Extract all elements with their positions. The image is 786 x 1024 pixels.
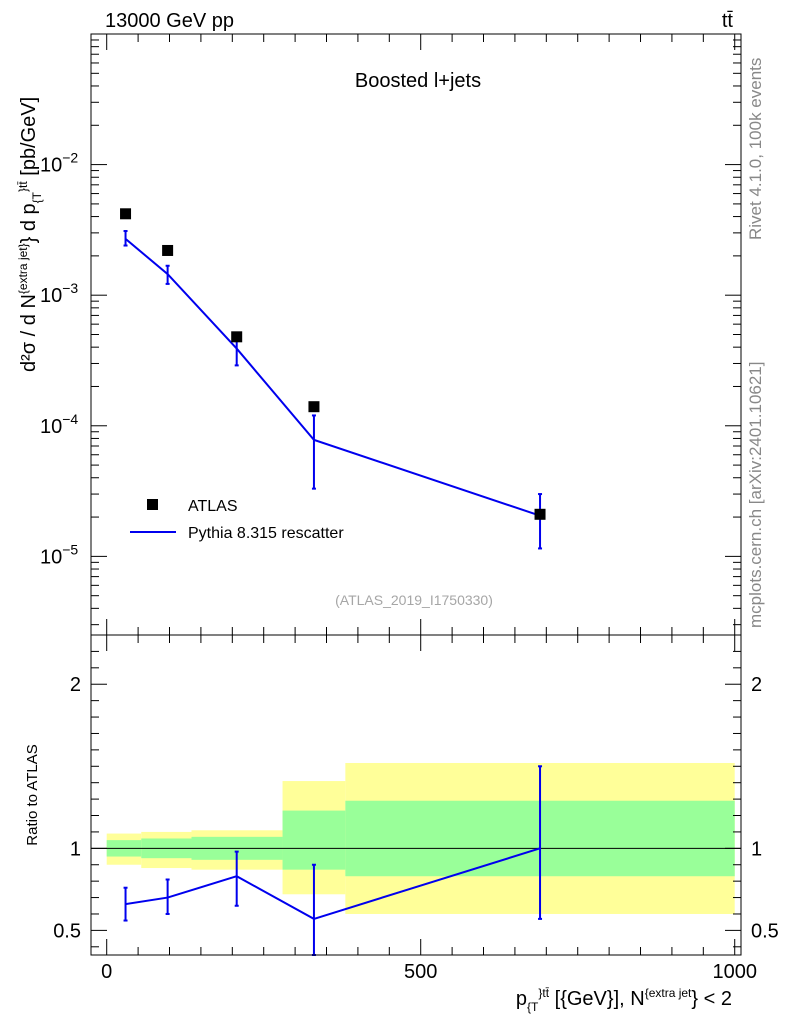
legend: ATLAS Pythia 8.315 rescatter xyxy=(130,498,344,542)
main-panel: 10−510−410−310−2 xyxy=(40,33,742,636)
ratio-ytick-label-right: 2 xyxy=(751,674,762,696)
main-ytick-mantissa: 10 xyxy=(40,416,62,438)
ylabel-n-sup: {extra jet} xyxy=(16,243,30,294)
ylabel-pt-sup: }tt̄ xyxy=(16,181,30,192)
main-y-axis-label: d²σ / d N{extra jet}} d p{T}tt̄ [pb/GeV] xyxy=(16,97,44,372)
main-ytick-exponent: −4 xyxy=(62,411,78,427)
ratio-xtick-label: 500 xyxy=(404,961,437,983)
ratio-frame xyxy=(90,634,742,956)
atlas-data-point xyxy=(162,244,174,256)
main-ytick-label: 10−2 xyxy=(40,150,78,177)
main-ytick-exponent: −3 xyxy=(62,280,78,296)
xlabel-sub: {T xyxy=(527,1000,539,1014)
main-ytick-label: 10−5 xyxy=(40,541,78,568)
process-label: tt̄ xyxy=(722,10,734,32)
xlabel-unit: [{GeV}], N xyxy=(549,988,645,1010)
analysis-id: (ATLAS_2019_I1750330) xyxy=(335,592,493,608)
main-title: Boosted l+jets xyxy=(355,70,481,92)
rivet-note: Rivet 4.1.0, 100k events xyxy=(746,58,765,240)
ratio-y-axis-label: Ratio to ATLAS xyxy=(24,744,41,845)
xlabel-tail: } < 2 xyxy=(691,988,732,1010)
ylabel-brace: } d p xyxy=(18,203,40,243)
legend-marker-atlas xyxy=(147,499,158,510)
ratio-xtick-label: 0 xyxy=(101,961,112,983)
ratio-ytick-label: 1 xyxy=(70,838,81,860)
ratio-ytick-label-right: 0.5 xyxy=(751,920,779,942)
ratio-panel: 0.5 0.5 1 1 2 2 0 500 1000 xyxy=(53,634,779,983)
energy-label: 13000 GeV pp xyxy=(105,10,234,32)
main-ytick-mantissa: 10 xyxy=(40,546,62,568)
ratio-xtick-label: 1000 xyxy=(712,961,757,983)
main-ytick-mantissa: 10 xyxy=(40,155,62,177)
ratio-ytick-label: 2 xyxy=(70,674,81,696)
atlas-data-point xyxy=(534,508,546,520)
main-ytick-exponent: −5 xyxy=(62,541,78,557)
xlabel-sup: }tt̄ xyxy=(538,986,549,1000)
atlas-data-point xyxy=(308,401,320,413)
main-ytick-label: 10−4 xyxy=(40,411,78,438)
uncertainty-band-green xyxy=(282,810,346,870)
ylabel-d2sigma: d²σ / d N xyxy=(18,294,40,372)
legend-label-pythia: Pythia 8.315 rescatter xyxy=(188,525,344,542)
ylabel-pt-sub: {T xyxy=(30,191,44,203)
main-frame xyxy=(90,33,742,636)
mcplots-note: mcplots.cern.ch [arXiv:2401.10621] xyxy=(746,362,765,628)
ratio-ytick-label: 0.5 xyxy=(53,920,81,942)
main-ytick-label: 10−3 xyxy=(40,280,78,307)
xlabel-p: p xyxy=(516,988,527,1010)
ratio-ytick-label-right: 1 xyxy=(751,838,762,860)
pythia-line xyxy=(124,238,541,517)
atlas-data-point xyxy=(231,331,243,343)
legend-label-atlas: ATLAS xyxy=(188,498,238,515)
x-axis-label: p{T}tt̄ [{GeV}], N{extra jet} < 2 xyxy=(516,986,732,1014)
main-ytick-mantissa: 10 xyxy=(40,285,62,307)
ylabel-unit: [pb/GeV] xyxy=(18,97,40,182)
xlabel-n-sup: {extra jet xyxy=(645,986,692,1000)
atlas-data-point xyxy=(120,208,132,220)
main-ytick-exponent: −2 xyxy=(62,150,78,166)
